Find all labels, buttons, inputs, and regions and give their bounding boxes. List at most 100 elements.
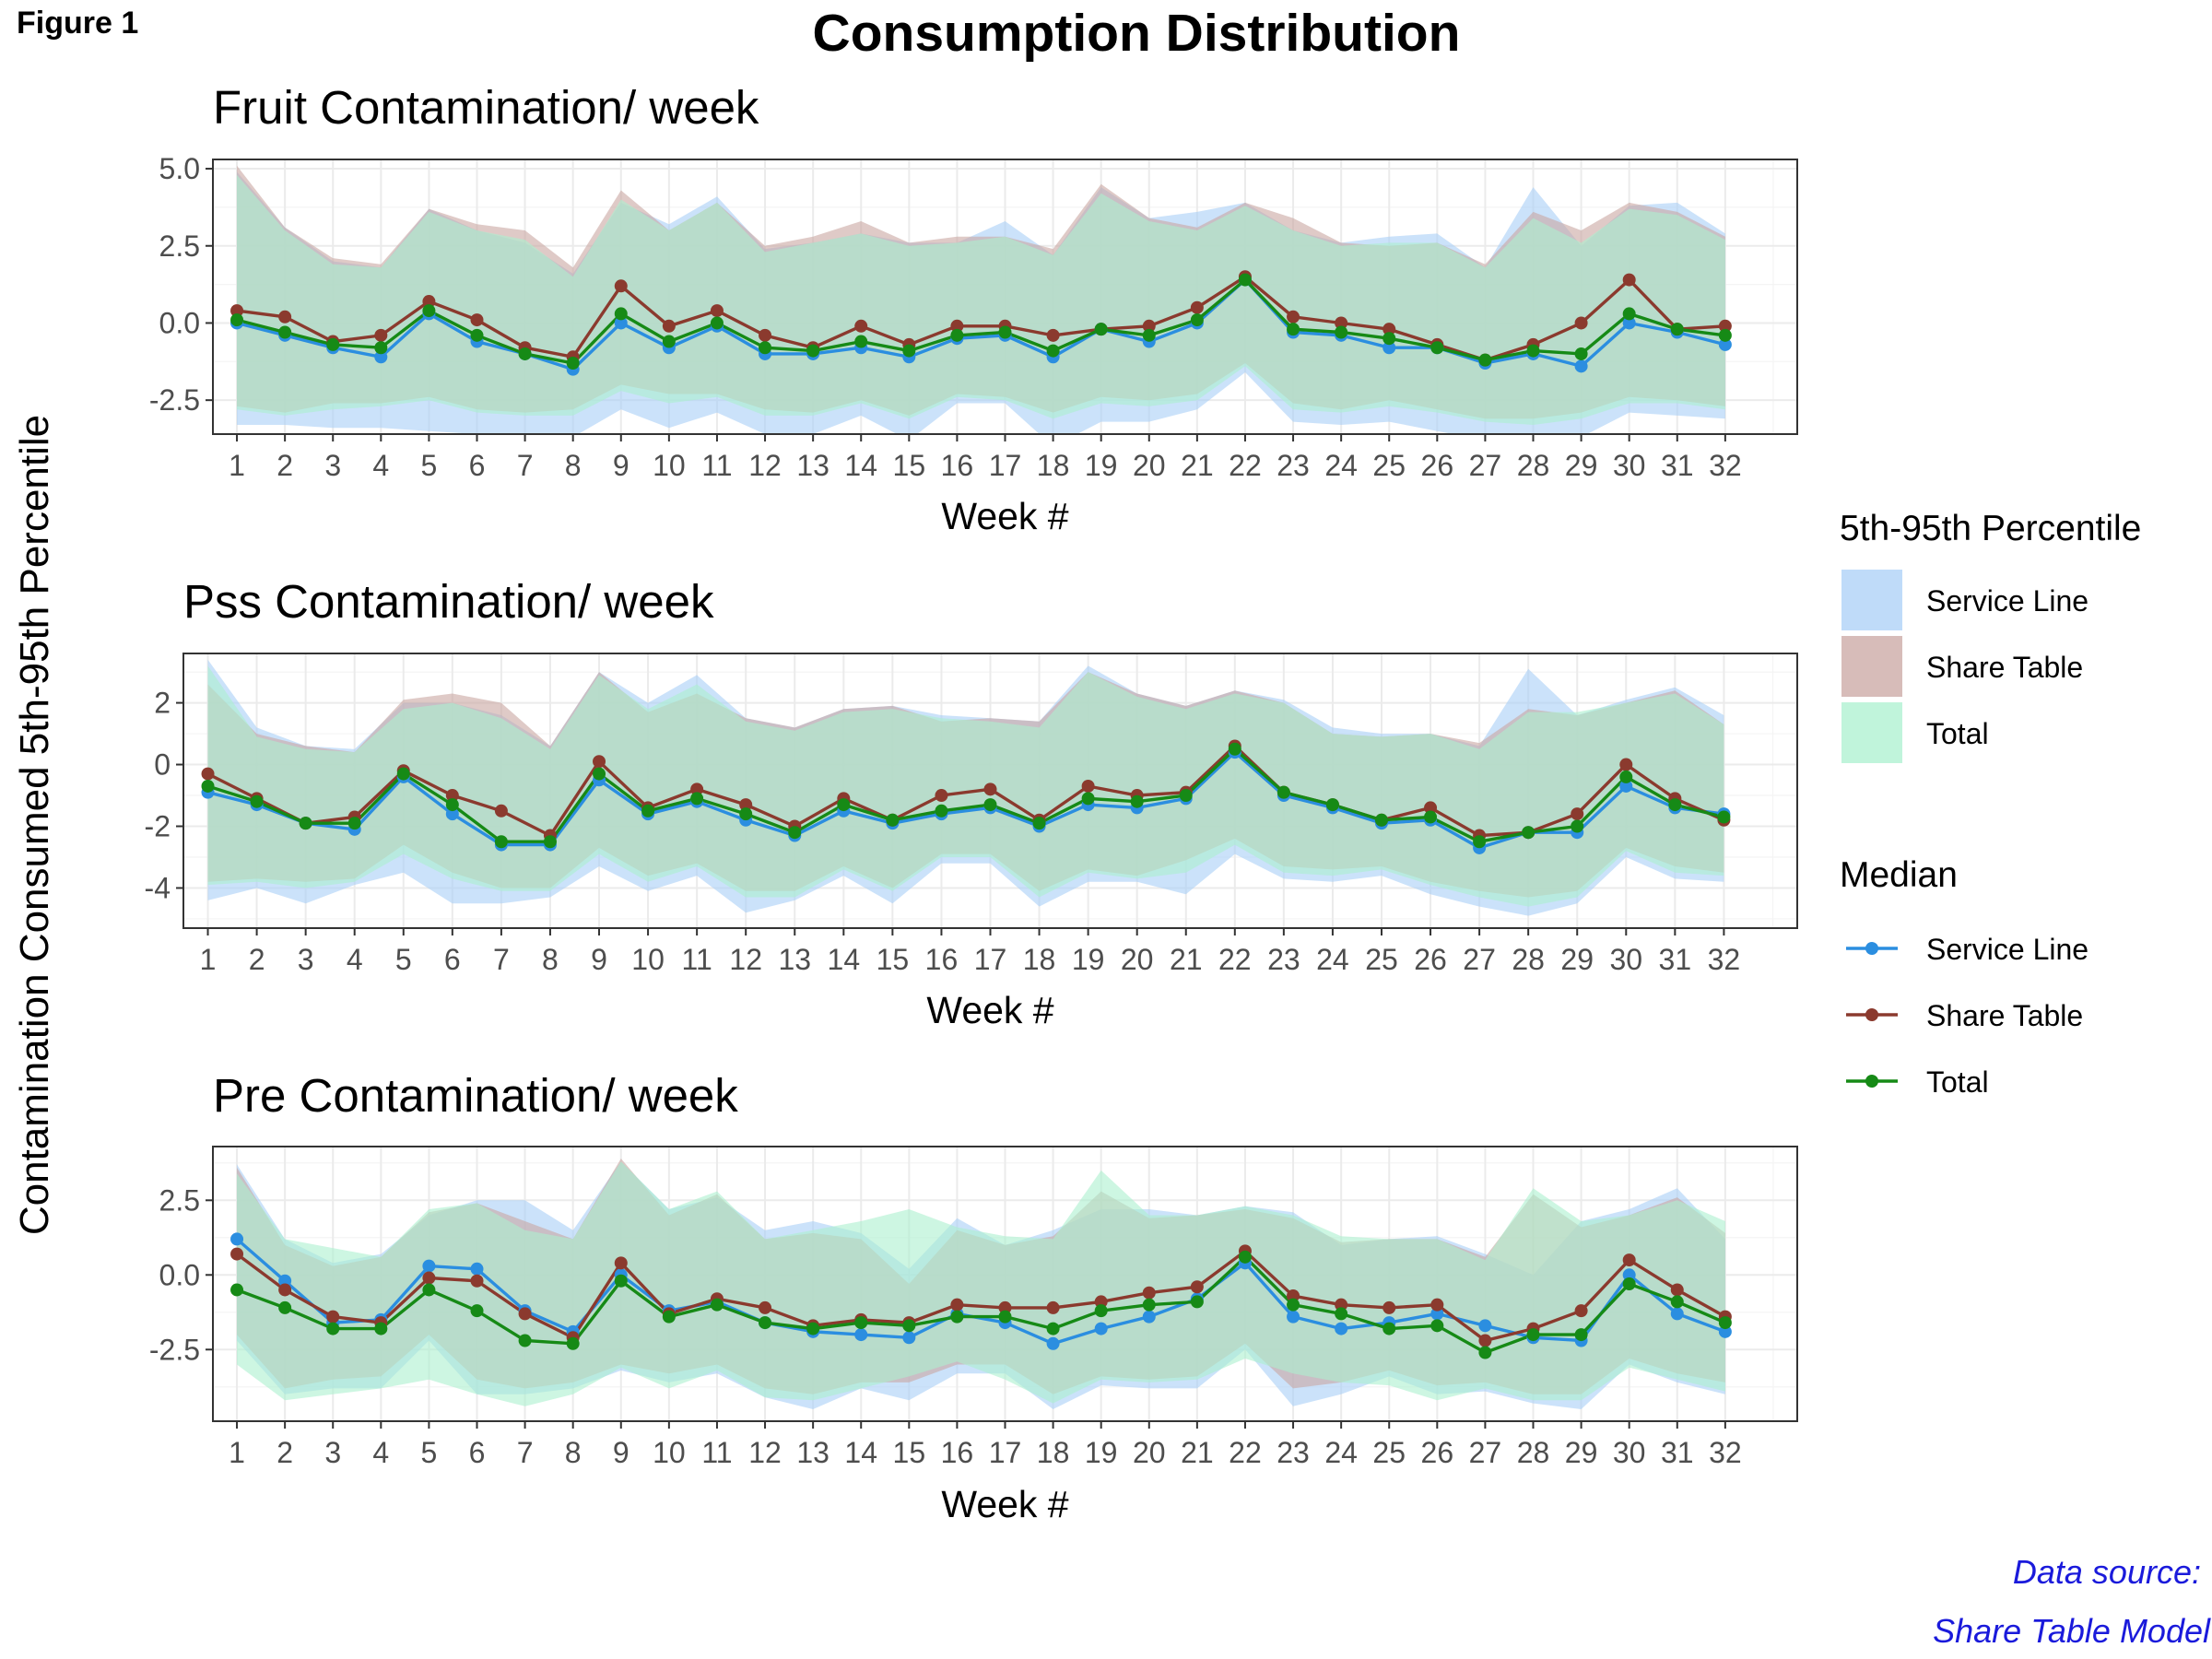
x-tick-label: 8	[565, 1436, 582, 1469]
point-service-line	[1478, 1319, 1492, 1333]
x-tick-label: 5	[395, 943, 412, 976]
x-tick-label: 23	[1277, 449, 1310, 482]
x-tick-label: 10	[631, 943, 665, 976]
point-total	[662, 335, 676, 348]
x-tick-label: 12	[748, 1436, 782, 1469]
x-tick-label: 29	[1565, 1436, 1598, 1469]
x-tick-label: 8	[565, 449, 582, 482]
y-tick-label: 2.5	[159, 1183, 200, 1217]
point-total	[1478, 353, 1492, 367]
x-tick-label: 15	[893, 1436, 926, 1469]
point-share-table	[422, 295, 436, 309]
point-service-line	[470, 1262, 484, 1276]
x-tick-label: 31	[1659, 943, 1692, 976]
point-share-table	[470, 1274, 484, 1288]
point-share-table	[1478, 1334, 1492, 1347]
x-tick-label: 1	[229, 1436, 245, 1469]
point-service-line	[1430, 1307, 1444, 1321]
point-total	[1142, 1298, 1156, 1312]
point-service-line	[1622, 316, 1636, 330]
x-tick-label: 13	[796, 1436, 830, 1469]
point-total	[739, 807, 753, 821]
point-total	[1081, 792, 1095, 806]
y-tick-label: 2.5	[159, 229, 200, 263]
x-tick-label: 19	[1072, 943, 1105, 976]
point-service-line	[374, 350, 388, 364]
x-tick-label: 23	[1277, 1436, 1310, 1469]
point-total	[518, 347, 532, 360]
points-total	[230, 273, 1732, 370]
x-tick-label: 30	[1613, 449, 1646, 482]
point-service-line	[1094, 1322, 1108, 1335]
x-tick-label: 29	[1565, 449, 1598, 482]
point-share-table	[201, 767, 215, 781]
legend-median-label: Service Line	[1926, 933, 2088, 966]
point-total	[998, 1310, 1012, 1324]
y-tick-label: -2.5	[149, 1333, 200, 1366]
point-service-line	[1718, 337, 1732, 351]
point-total	[1574, 1328, 1588, 1342]
point-share-table	[759, 1300, 772, 1314]
point-share-table	[1622, 1253, 1636, 1267]
point-total	[759, 341, 772, 355]
x-tick-label: 31	[1661, 449, 1694, 482]
point-service-line	[1670, 1307, 1684, 1321]
point-total	[935, 804, 948, 818]
point-service-line	[1335, 1322, 1348, 1335]
point-share-table	[230, 1247, 244, 1261]
x-tick-label: 14	[844, 1436, 877, 1469]
point-service-line	[1619, 779, 1633, 793]
point-total	[1238, 1250, 1252, 1264]
panel-title: Pre Contamination/ week	[213, 1069, 738, 1122]
point-total	[983, 798, 997, 812]
x-tick-label: 10	[653, 449, 686, 482]
x-tick-label: 27	[1469, 1436, 1502, 1469]
x-tick-label: 5	[421, 449, 438, 482]
point-total	[902, 1319, 916, 1333]
point-service-line	[1718, 1324, 1732, 1338]
point-total	[422, 304, 436, 318]
point-total	[662, 1310, 676, 1324]
point-total	[1574, 347, 1588, 360]
data-source-label: Data source:	[2013, 1553, 2201, 1591]
band-total	[207, 665, 1724, 907]
x-tick-label: 3	[324, 449, 341, 482]
point-share-table	[950, 319, 964, 333]
x-tick-label: 11	[701, 449, 732, 482]
x-tick-label: 24	[1316, 943, 1349, 976]
point-share-table	[593, 755, 606, 769]
band-total	[237, 1161, 1725, 1406]
x-tick-label: 21	[1181, 1436, 1214, 1469]
x-tick-label: 26	[1414, 943, 1447, 976]
x-tick-label: 22	[1218, 943, 1252, 976]
y-tick-label: -2.5	[149, 383, 200, 417]
legend-median-marker	[1865, 1075, 1878, 1088]
point-share-table	[1574, 316, 1588, 330]
point-share-table	[1622, 273, 1636, 287]
point-total	[854, 335, 868, 348]
x-tick-label: 32	[1709, 1436, 1742, 1469]
point-share-table	[739, 798, 753, 812]
point-total	[1717, 810, 1731, 824]
point-total	[1228, 742, 1241, 756]
x-tick-label: 15	[893, 449, 926, 482]
x-tick-label: 12	[748, 449, 782, 482]
point-share-table	[1190, 300, 1204, 314]
point-total	[422, 1283, 436, 1297]
point-total	[1526, 344, 1540, 358]
x-tick-label: 30	[1609, 943, 1642, 976]
point-share-table	[983, 782, 997, 796]
point-total	[1094, 1304, 1108, 1318]
x-tick-label: 21	[1181, 449, 1214, 482]
x-tick-label: 5	[421, 1436, 438, 1469]
point-total	[1046, 344, 1060, 358]
point-total	[998, 325, 1012, 339]
point-total	[543, 835, 557, 849]
x-tick-label: 25	[1372, 1436, 1406, 1469]
x-tick-label: 7	[517, 449, 534, 482]
point-service-line	[1287, 1310, 1300, 1324]
point-total	[1430, 1319, 1444, 1333]
point-share-table	[422, 1271, 436, 1285]
